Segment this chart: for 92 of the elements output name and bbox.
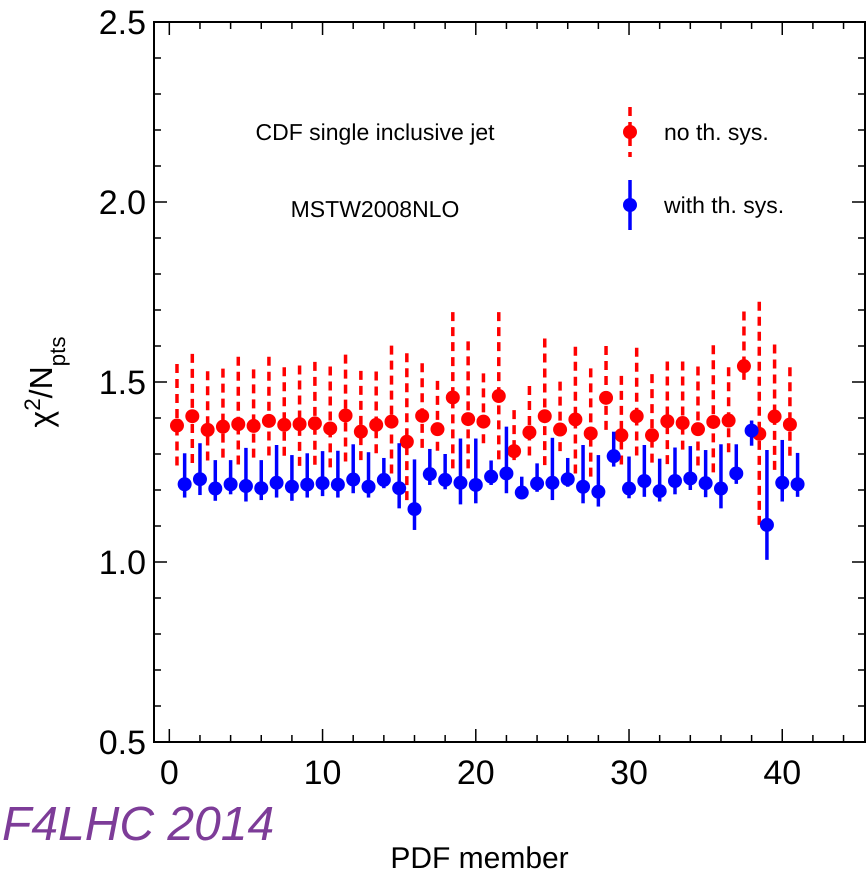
point — [200, 422, 215, 437]
legend-label: no th. sys. — [664, 119, 769, 146]
point — [690, 422, 705, 436]
point — [354, 424, 368, 439]
point — [170, 418, 184, 433]
y-tick-label: 1.5 — [98, 364, 146, 402]
point — [760, 518, 774, 532]
y-tick-label: 1.0 — [98, 544, 146, 582]
point — [476, 414, 490, 429]
point — [591, 484, 606, 499]
point — [323, 421, 338, 436]
point — [599, 390, 614, 405]
point — [744, 424, 759, 438]
x-tick-label: 20 — [456, 754, 495, 792]
point — [392, 481, 406, 496]
point — [400, 434, 414, 449]
point — [270, 476, 284, 490]
point — [714, 482, 728, 496]
point — [461, 412, 476, 426]
point — [216, 420, 230, 434]
point — [453, 476, 468, 490]
x-axis-title: PDF member — [390, 842, 569, 875]
point — [538, 409, 552, 424]
point — [262, 414, 276, 428]
point — [584, 426, 598, 440]
point — [277, 418, 292, 432]
point — [178, 477, 192, 492]
point — [415, 408, 430, 423]
point — [346, 472, 360, 487]
point — [438, 472, 452, 487]
point — [300, 478, 314, 492]
point — [492, 389, 506, 404]
point — [706, 414, 720, 429]
point — [338, 408, 353, 422]
point — [316, 476, 330, 490]
point — [308, 416, 322, 430]
point — [775, 476, 790, 490]
point — [446, 390, 460, 404]
y-tick-label: 2.5 — [98, 4, 146, 42]
point — [736, 359, 751, 374]
point — [208, 482, 222, 496]
point — [553, 422, 568, 437]
point — [568, 412, 582, 426]
y-tick-label: 0.5 — [98, 724, 146, 762]
point — [622, 482, 636, 496]
point — [545, 476, 560, 490]
x-tick-label: 30 — [610, 754, 648, 792]
point — [652, 484, 667, 498]
point — [362, 480, 376, 494]
annotation: CDF single inclusive jet — [255, 119, 496, 145]
point — [614, 428, 628, 442]
point — [468, 478, 483, 492]
point — [238, 479, 253, 494]
point — [407, 502, 422, 516]
point — [499, 466, 514, 480]
point — [606, 449, 621, 464]
annotation: MSTW2008NLO — [290, 196, 460, 222]
legend-label: with th. sys. — [663, 192, 784, 218]
point — [768, 410, 782, 424]
point — [668, 474, 682, 488]
point — [224, 477, 238, 492]
point — [698, 476, 713, 490]
x-tick-label: 0 — [160, 754, 179, 792]
point — [192, 472, 207, 486]
point — [246, 418, 261, 433]
point — [637, 474, 652, 488]
point — [676, 416, 690, 430]
point — [660, 414, 674, 428]
point — [790, 477, 805, 492]
point — [729, 466, 744, 480]
point — [576, 480, 590, 494]
point — [683, 471, 698, 486]
point — [254, 481, 268, 496]
point — [422, 467, 437, 482]
point — [384, 414, 399, 429]
point — [514, 486, 529, 500]
point — [292, 417, 307, 432]
point — [369, 418, 384, 432]
point — [522, 425, 536, 440]
x-tick-label: 40 — [763, 754, 802, 792]
x-tick-label: 10 — [304, 754, 342, 792]
point — [645, 428, 660, 442]
point — [231, 417, 246, 432]
point — [185, 409, 200, 424]
point — [284, 480, 299, 494]
point — [722, 414, 736, 428]
point — [782, 417, 797, 432]
y-tick-label: 2.0 — [98, 184, 146, 222]
point — [630, 409, 644, 424]
text: F4LHC 2014 — [2, 798, 274, 851]
point — [430, 422, 444, 436]
point — [330, 478, 345, 492]
